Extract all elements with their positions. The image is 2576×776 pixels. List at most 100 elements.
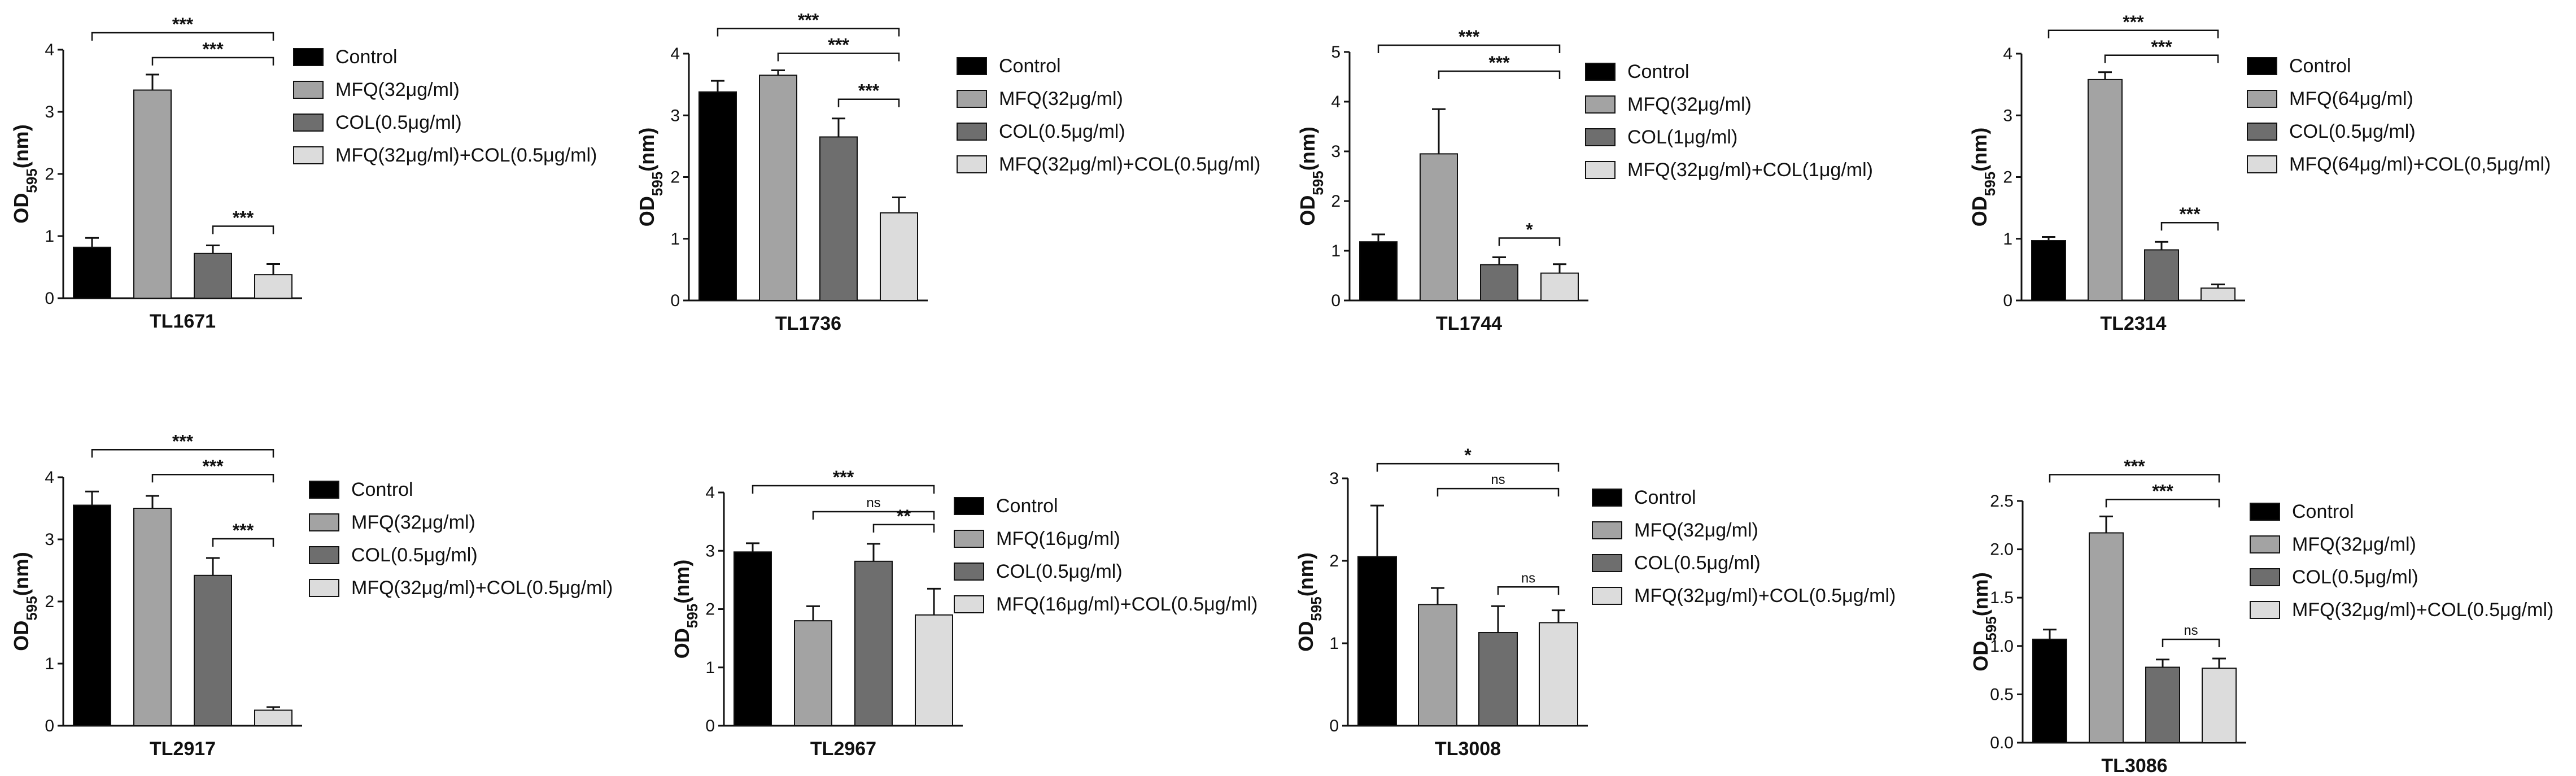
legend-swatch-2	[954, 563, 984, 581]
chart-panel-tl1671: 0 1 2 3 4 OD595(nm) TL1671 *** *** *** Control MFQ(…	[10, 14, 597, 332]
bar-2	[819, 136, 858, 302]
legend-swatch-0	[954, 497, 984, 515]
legend-swatch-0	[2250, 503, 2280, 521]
significance-label: ***	[2124, 456, 2145, 476]
bar-2	[1480, 264, 1518, 302]
y-axis-title: OD595(nm)	[10, 124, 40, 223]
legend-swatch-2	[1585, 128, 1616, 146]
legend-label: MFQ(32μg/ml)+COL(0.5μg/ml)	[999, 154, 1260, 175]
significance-bracket	[2104, 54, 2219, 63]
significance-label: ***	[233, 208, 254, 228]
legend-label: MFQ(64μg/ml)+COL(0,5μg/ml)	[2289, 154, 2551, 175]
y-tick-label: 1	[670, 230, 680, 249]
legend-swatch-3	[2247, 155, 2277, 173]
legend-label: MFQ(32μg/ml)	[999, 88, 1123, 110]
y-tick-label: 4	[670, 45, 680, 63]
significance-bracket	[777, 53, 900, 62]
bar-0	[1359, 241, 1398, 301]
bar-2	[2145, 666, 2180, 743]
legend-swatch-2	[1592, 554, 1622, 572]
bar-0	[2032, 638, 2067, 744]
legend-swatch-2	[2247, 123, 2277, 141]
y-tick-label: 2	[1331, 192, 1341, 211]
bar-0	[73, 246, 111, 299]
y-tick-label: 1	[2003, 230, 2012, 249]
significance-label: ***	[2179, 204, 2200, 224]
significance-label: ***	[1488, 53, 1510, 73]
chart-panel-tl3008: 0 1 2 3 OD595(nm) TL3008 * ns ns Control MFQ(32μg/…	[1294, 445, 1896, 760]
y-tick-label: 1	[1331, 242, 1341, 260]
bar-0	[733, 551, 772, 726]
significance-bracket	[1377, 44, 1561, 53]
significance-label: ***	[202, 39, 224, 59]
legend-label: Control	[996, 495, 1058, 517]
legend-label: Control	[335, 46, 398, 68]
legend-swatch-1	[1592, 521, 1622, 539]
y-tick-label: 0	[1331, 291, 1341, 310]
panel-title: TL1736	[775, 313, 841, 334]
significance-label: ***	[858, 81, 880, 101]
chart-panel-tl3086: 0.0 0.5 1.0 1.5 2.0 2.5 OD595(nm) TL3086 *** *** n…	[1969, 456, 2553, 776]
significance-label: ns	[2184, 623, 2198, 638]
legend-swatch-3	[1585, 161, 1616, 179]
y-tick-label: 3	[45, 530, 54, 549]
bar-1	[133, 508, 172, 726]
y-tick-label: 1	[45, 655, 54, 673]
significance-bracket	[872, 524, 935, 533]
y-axis-title: OD595(nm)	[1968, 128, 1998, 226]
y-tick-label: 2	[670, 168, 680, 187]
legend-label: COL(0.5μg/ml)	[335, 112, 462, 133]
legend-swatch-3	[957, 155, 987, 173]
y-tick-label: 5	[1331, 43, 1341, 62]
bar-1	[2088, 79, 2123, 301]
bar-2	[194, 252, 232, 299]
significance-label: **	[897, 506, 911, 526]
y-tick-label: 4	[2003, 45, 2012, 63]
bar-2	[2144, 249, 2179, 302]
legend-label: MFQ(64μg/ml)	[2289, 88, 2413, 110]
legend-swatch-0	[1592, 489, 1622, 507]
significance-bracket	[91, 32, 274, 41]
legend-label: Control	[351, 479, 413, 500]
significance-bracket	[151, 56, 274, 66]
legend-swatch-2	[309, 546, 339, 564]
chart-panel-tl2314: 0 1 2 3 4 OD595(nm) TL2314 *** *** *** Control MFQ(…	[1968, 12, 2551, 334]
bar-2	[194, 574, 232, 726]
y-tick-label: 0	[1329, 717, 1339, 735]
legend-swatch-3	[293, 146, 324, 164]
y-tick-label: 1	[1329, 634, 1339, 653]
y-tick-label: 0.5	[1990, 685, 2014, 704]
y-axis-title: OD595(nm)	[10, 552, 40, 651]
legend-swatch-0	[309, 481, 339, 499]
significance-bracket	[2047, 29, 2219, 38]
significance-label: ns	[1521, 570, 1535, 586]
significance-bracket	[212, 225, 274, 234]
legend-label: MFQ(16μg/ml)	[996, 528, 1120, 550]
significance-label: ***	[798, 10, 819, 30]
legend-label: COL(0.5μg/ml)	[2292, 566, 2418, 588]
y-axis-title: OD595(nm)	[670, 560, 701, 659]
y-tick-label: 2	[45, 592, 54, 611]
y-tick-label: 2.5	[1990, 492, 2014, 511]
bar-0	[2031, 240, 2066, 301]
y-tick-label: 2	[1329, 552, 1339, 570]
legend-label: COL(0.5μg/ml)	[2289, 121, 2416, 142]
y-tick-label: 2.0	[1990, 540, 2014, 559]
legend-swatch-2	[2250, 568, 2280, 586]
legend-label: MFQ(32μg/ml)+COL(0.5μg/ml)	[2292, 599, 2553, 621]
y-axis-title: OD595(nm)	[1969, 572, 1999, 671]
legend-swatch-1	[957, 90, 987, 108]
panel-title: TL3086	[2101, 755, 2167, 776]
legend-label: COL(0.5μg/ml)	[1634, 552, 1761, 574]
legend-label: COL(0.5μg/ml)	[351, 544, 478, 566]
y-tick-label: 3	[2003, 106, 2012, 125]
y-tick-label: 4	[705, 483, 715, 502]
legend-swatch-3	[309, 579, 339, 597]
significance-bracket	[717, 28, 900, 37]
significance-bracket	[1437, 487, 1560, 497]
chart-panel-tl1744: 012345OD595(nm)TL1744*******ControlMFQ(3…	[1296, 27, 1873, 334]
y-tick-label: 0	[705, 717, 715, 735]
panel-title: TL1744	[1436, 313, 1502, 334]
significance-label: ***	[1459, 27, 1480, 47]
y-tick-label: 4	[45, 41, 54, 59]
